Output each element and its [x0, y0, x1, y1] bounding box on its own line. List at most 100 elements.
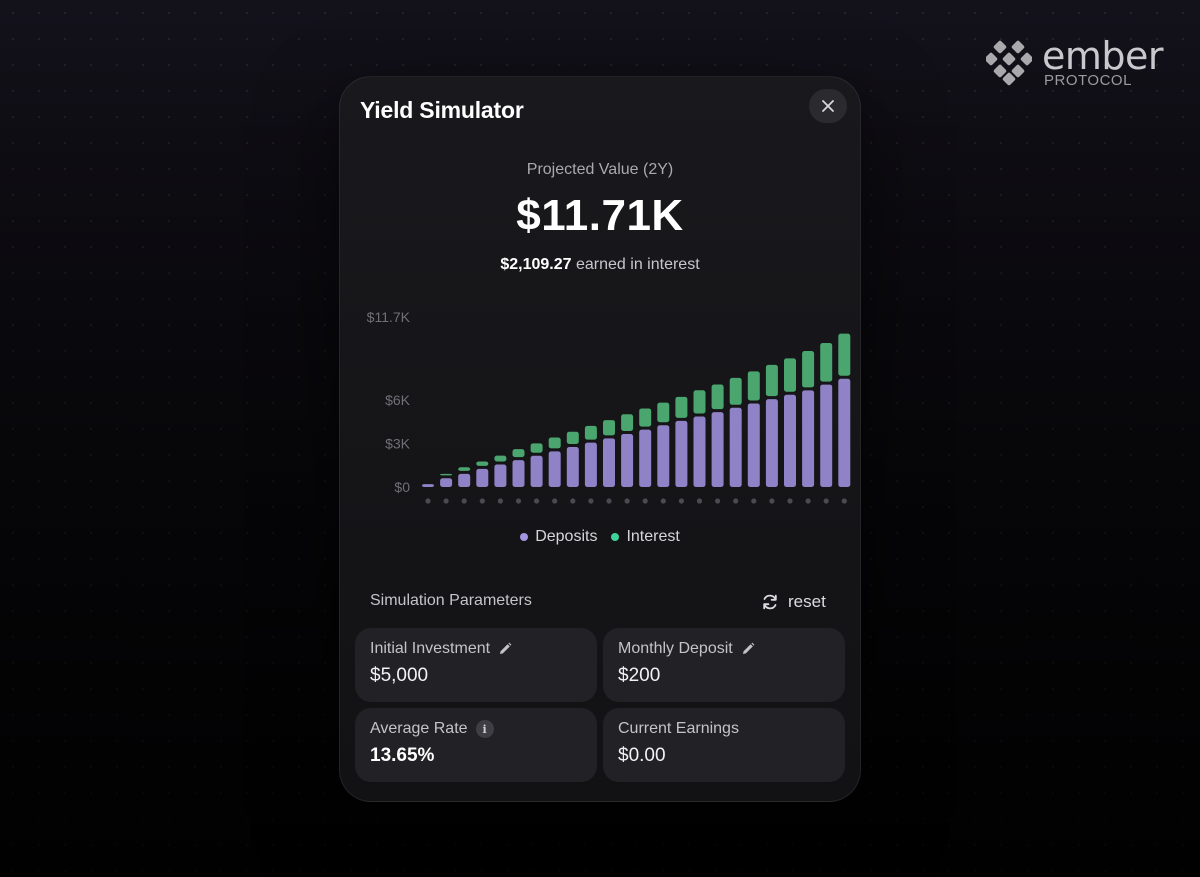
monthly-deposit-value: $200	[618, 665, 661, 686]
deposit-bar	[621, 433, 634, 487]
interest-bar	[639, 408, 652, 427]
x-axis-marker	[769, 498, 775, 504]
average-rate-value: 13.65%	[370, 745, 435, 766]
deposit-bar	[747, 403, 760, 487]
deposit-bar	[476, 468, 489, 487]
x-axis-marker	[805, 498, 811, 504]
deposit-bar	[675, 420, 688, 487]
interest-bar	[621, 414, 634, 431]
deposit-bar	[530, 455, 543, 487]
interest-bar	[603, 420, 615, 436]
deposit-bar	[802, 390, 815, 487]
average-rate-field: Average Rate i 13.65%	[355, 708, 597, 782]
interest-bar	[512, 449, 525, 458]
ember-logo-icon	[986, 40, 1032, 86]
interest-bar	[440, 473, 453, 476]
brand-subtitle: PROTOCOL	[1044, 72, 1132, 89]
close-button[interactable]	[809, 89, 847, 123]
deposit-bar	[657, 425, 670, 487]
deposit-bar	[494, 464, 507, 487]
deposit-bar	[820, 384, 833, 487]
interest-bar	[675, 396, 688, 418]
interest-bar	[530, 443, 543, 453]
reset-label: reset	[788, 592, 826, 611]
deposit-bar	[566, 447, 579, 487]
interest-bar	[765, 364, 778, 397]
deposit-bar	[440, 478, 453, 487]
current-earnings-field: Current Earnings $0.00	[603, 708, 845, 782]
x-axis-marker	[642, 498, 648, 504]
interest-bar	[494, 455, 507, 462]
interest-bar	[458, 467, 471, 471]
current-earnings-label: Current Earnings	[618, 720, 739, 737]
y-tick-label: $0	[394, 479, 410, 495]
x-axis-marker	[443, 498, 449, 504]
deposit-bar	[765, 399, 778, 487]
monthly-deposit-label-row: Monthly Deposit	[618, 640, 755, 658]
legend-dot-interest	[611, 533, 620, 541]
x-axis-marker	[570, 498, 576, 504]
x-axis-marker	[479, 498, 485, 504]
deposit-bar	[711, 412, 724, 487]
interest-bar	[820, 343, 833, 382]
interest-bar	[838, 333, 851, 376]
deposit-bar	[639, 429, 652, 487]
y-tick-label: $3K	[385, 435, 411, 451]
deposit-bar	[422, 484, 434, 487]
x-axis-marker	[552, 498, 558, 504]
interest-bar	[729, 377, 742, 405]
pencil-icon[interactable]	[741, 642, 755, 656]
deposit-bar	[693, 416, 706, 487]
current-earnings-value: $0.00	[618, 745, 666, 766]
legend-item-interest: Interest	[611, 528, 680, 546]
deposit-bar	[512, 460, 525, 487]
projected-value: $11.71K	[516, 191, 684, 240]
interest-bar	[657, 402, 670, 423]
legend-item-deposits: Deposits	[520, 528, 597, 546]
interest-suffix: earned in interest	[576, 256, 700, 273]
x-axis-marker	[733, 498, 739, 504]
x-axis-marker	[425, 498, 431, 504]
chart-legend: Deposits Interest	[340, 528, 860, 546]
monthly-deposit-label: Monthly Deposit	[618, 640, 733, 657]
deposit-bar	[603, 438, 615, 487]
x-axis-marker	[751, 498, 757, 504]
interest-amount: $2,109.27	[500, 256, 572, 273]
deposit-bar	[784, 394, 796, 487]
interest-bar	[476, 461, 489, 466]
brand-logo: ember PROTOCOL	[986, 34, 1176, 90]
deposit-bar	[838, 378, 851, 487]
brand-name: ember	[1042, 34, 1164, 78]
current-earnings-label-row: Current Earnings	[618, 720, 739, 738]
x-axis-marker	[588, 498, 594, 504]
initial-investment-field[interactable]: Initial Investment $5,000	[355, 628, 597, 702]
y-tick-label: $11.7K	[367, 309, 411, 325]
interest-earned: $2,109.27 earned in interest	[340, 256, 860, 274]
x-axis-marker	[715, 498, 721, 504]
y-tick-label: $6K	[385, 392, 411, 408]
initial-investment-value: $5,000	[370, 665, 429, 686]
monthly-deposit-field[interactable]: Monthly Deposit $200	[603, 628, 845, 702]
interest-bar	[747, 371, 760, 401]
legend-label-interest: Interest	[626, 528, 680, 545]
x-axis-marker	[624, 498, 630, 504]
x-axis-marker	[696, 498, 703, 504]
info-icon[interactable]: i	[475, 720, 494, 738]
interest-bar	[548, 437, 561, 449]
yield-simulator-modal: Yield Simulator Projected Value (2Y) $11…	[339, 76, 861, 802]
x-axis-marker	[534, 498, 540, 504]
x-axis-marker	[515, 498, 522, 504]
initial-investment-label-row: Initial Investment	[370, 640, 512, 658]
projection-chart: $11.7K $6K $3K $0	[367, 309, 851, 504]
x-axis-marker	[660, 498, 666, 504]
deposit-bar	[584, 442, 597, 487]
modal-title: Yield Simulator	[360, 97, 524, 123]
x-axis-marker	[841, 498, 847, 504]
deposit-bar	[458, 473, 471, 487]
pencil-icon[interactable]	[498, 642, 512, 656]
interest-bar	[802, 351, 815, 388]
deposit-bar	[548, 451, 561, 487]
average-rate-label: Average Rate	[370, 720, 468, 737]
reset-button[interactable]: reset	[760, 590, 826, 614]
interest-bar	[784, 358, 796, 392]
